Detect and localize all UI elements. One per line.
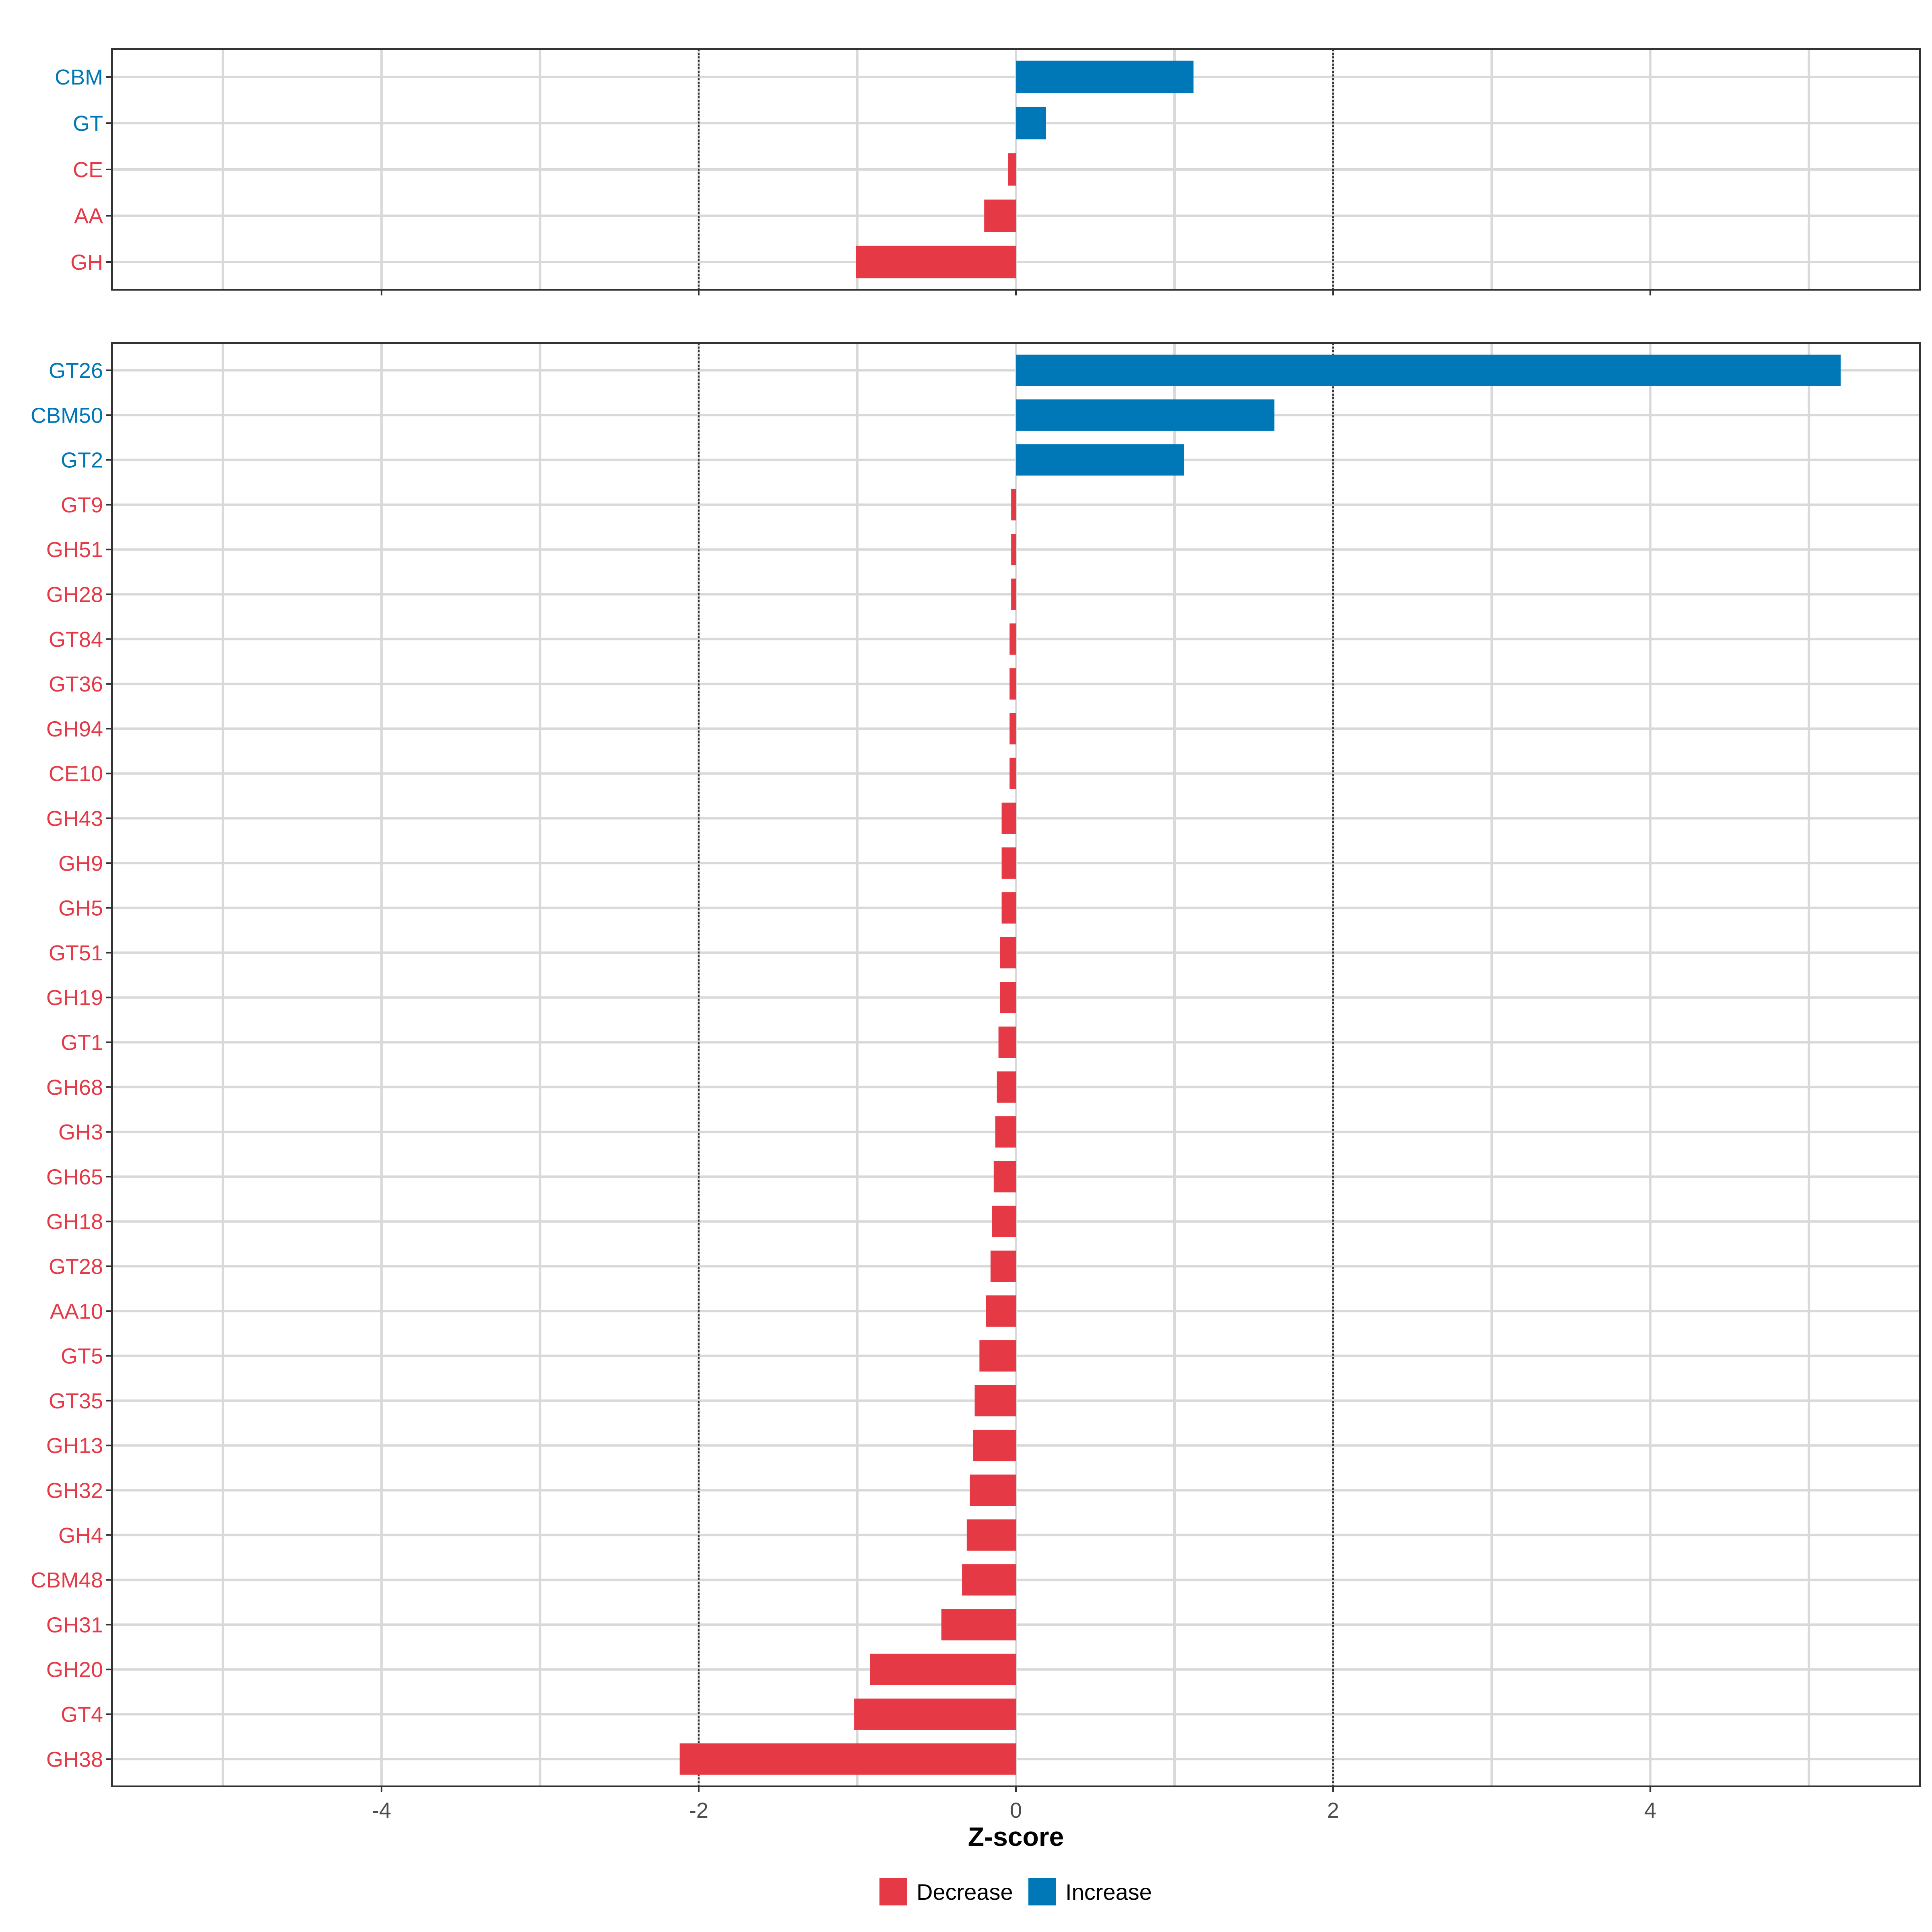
- legend-swatch-decrease: [879, 1878, 907, 1905]
- y-tick-label: GH3: [58, 1120, 103, 1144]
- bar-GT5: [979, 1340, 1016, 1372]
- panel-classes: CBM GT CE AA GH: [55, 48, 1921, 295]
- bar-GH94: [1009, 713, 1016, 745]
- x-tick-label: -2: [689, 1798, 708, 1823]
- y-tick-label: GH31: [46, 1613, 103, 1637]
- y-tick-label: GT1: [61, 1031, 103, 1055]
- y-tick-label: GH4: [58, 1523, 103, 1548]
- bar-GH20: [870, 1653, 1016, 1685]
- y-tick-label: GH: [70, 250, 103, 275]
- y-tick-label: GH18: [46, 1210, 103, 1234]
- panel-families: GT26 CBM50 GT2 GT9 GH51 GH28 GT84 GT36 GH94 CE10 G…: [31, 342, 1921, 1792]
- bar-GT35: [974, 1385, 1016, 1416]
- y-tick-label: GH9: [58, 851, 103, 875]
- bar-GH3: [995, 1116, 1016, 1148]
- legend-swatch-increase: [1028, 1878, 1056, 1905]
- y-tick-label: GH13: [46, 1434, 103, 1458]
- bar-GH19: [1000, 982, 1016, 1013]
- bar-GH68: [997, 1071, 1016, 1103]
- x-tick-label: 4: [1644, 1798, 1656, 1823]
- y-tick-label: GH20: [46, 1658, 103, 1682]
- bar-GT2: [1016, 444, 1184, 476]
- bar-GT4: [854, 1699, 1016, 1730]
- legend-label-increase: Increase: [1065, 1879, 1152, 1905]
- x-tick-label: 2: [1327, 1798, 1339, 1823]
- y-tick-label: CE: [73, 158, 103, 182]
- y-tick-label: GT26: [49, 359, 103, 383]
- y-tick-label: CBM50: [31, 403, 103, 427]
- y-tick-label: GT35: [49, 1389, 103, 1413]
- y-tick-label: CBM48: [31, 1568, 103, 1592]
- y-tick-label: GH65: [46, 1165, 103, 1189]
- bar-AA10: [986, 1295, 1016, 1327]
- bar-GH9: [1001, 847, 1016, 879]
- bar-GT26: [1016, 355, 1841, 386]
- bar-GT9: [1011, 489, 1016, 520]
- bar-GT51: [1000, 937, 1016, 968]
- bar-GH13: [973, 1430, 1016, 1461]
- y-tick-label: AA10: [50, 1299, 103, 1323]
- x-axis-title: Z-score: [968, 1822, 1064, 1852]
- bar-CBM48: [962, 1564, 1016, 1596]
- bar-AA: [984, 199, 1016, 232]
- y-tick-label: GT: [73, 111, 103, 136]
- y-tick-label: GH94: [46, 717, 103, 741]
- bar-GH43: [1001, 803, 1016, 834]
- y-tick-label: GH28: [46, 583, 103, 607]
- bar-GT: [1016, 107, 1046, 140]
- y-tick-label: AA: [74, 204, 103, 228]
- x-tick-label: 0: [1010, 1798, 1022, 1823]
- y-tick-label: GH51: [46, 538, 103, 562]
- y-tick-label: GT4: [61, 1703, 103, 1727]
- y-tick-label: GH43: [46, 807, 103, 831]
- y-tick-label: GT51: [49, 941, 103, 965]
- y-tick-label: CBM: [55, 65, 103, 89]
- bar-GT36: [1009, 668, 1016, 700]
- y-tick-label: GH19: [46, 986, 103, 1010]
- y-tick-label: GT9: [61, 493, 103, 517]
- legend: Decrease Increase: [879, 1878, 1152, 1905]
- y-tick-label: GH68: [46, 1075, 103, 1100]
- bar-GH18: [992, 1205, 1016, 1237]
- bar-CE10: [1009, 758, 1016, 789]
- bar-GH31: [941, 1609, 1016, 1641]
- y-tick-label: GT5: [61, 1344, 103, 1368]
- bar-CBM: [1016, 60, 1194, 93]
- y-tick-label: GH32: [46, 1479, 103, 1503]
- y-tick-label: GT36: [49, 672, 103, 696]
- bar-GH4: [966, 1519, 1016, 1551]
- bar-GH5: [1001, 892, 1016, 924]
- legend-label-decrease: Decrease: [916, 1879, 1013, 1905]
- bar-CE: [1008, 153, 1016, 186]
- y-tick-label: CE10: [49, 762, 103, 786]
- bar-GH51: [1011, 534, 1016, 566]
- bar-GH65: [993, 1161, 1016, 1193]
- bar-GH28: [1011, 578, 1016, 610]
- x-tick-label: -4: [372, 1798, 391, 1823]
- bar-GH: [856, 246, 1016, 279]
- y-tick-label: GT2: [61, 448, 103, 473]
- y-tick-label: GH38: [46, 1747, 103, 1771]
- bar-GT84: [1009, 623, 1016, 655]
- x-axis: -4 -2 0 2 4: [372, 1798, 1656, 1823]
- y-tick-label: GT84: [49, 627, 103, 652]
- bar-GH32: [970, 1474, 1016, 1506]
- y-tick-label: GH5: [58, 896, 103, 921]
- bar-CBM50: [1016, 399, 1275, 431]
- bar-GT28: [990, 1251, 1016, 1282]
- y-tick-label: GT28: [49, 1255, 103, 1279]
- bar-GT1: [998, 1026, 1016, 1058]
- bar-GH38: [679, 1743, 1016, 1775]
